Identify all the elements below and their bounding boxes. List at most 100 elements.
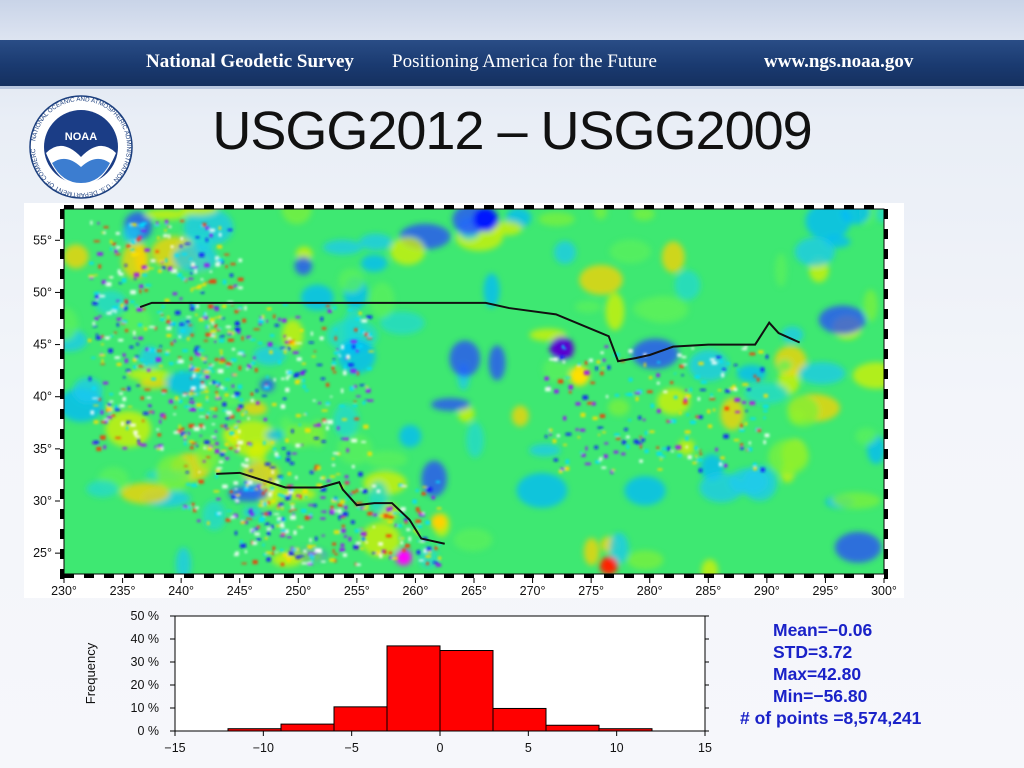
field-noise xyxy=(175,310,181,315)
field-noise xyxy=(417,511,423,514)
field-noise xyxy=(252,560,258,565)
field-noise xyxy=(211,423,215,426)
field-noise xyxy=(156,349,162,352)
field-noise xyxy=(301,362,306,365)
field-noise xyxy=(747,447,753,452)
field-noise xyxy=(331,361,337,365)
field-noise xyxy=(231,304,234,307)
field-noise xyxy=(314,548,320,553)
histogram: 0 % 10 % 20 % 30 % 40 % 50 % −15 −10 −5 0 5 10 15 Fre… xyxy=(83,609,712,755)
field-noise xyxy=(330,395,333,398)
field-noise xyxy=(167,225,171,228)
field-noise xyxy=(310,331,313,336)
field-noise xyxy=(101,359,104,363)
field-noise xyxy=(346,497,349,501)
field-noise xyxy=(229,331,235,336)
field-noise xyxy=(170,321,176,326)
frame-segment xyxy=(184,574,194,578)
field-noise xyxy=(350,340,357,344)
field-noise xyxy=(280,494,287,498)
field-noise xyxy=(694,445,698,450)
field-noise xyxy=(360,547,364,550)
field-noise xyxy=(270,486,275,491)
frame-segment xyxy=(364,574,374,578)
field-noise xyxy=(438,556,442,561)
field-noise xyxy=(224,442,229,447)
field-noise xyxy=(265,551,272,555)
field-noise xyxy=(196,403,202,407)
field-noise xyxy=(308,504,314,506)
field-blob xyxy=(215,396,241,407)
field-noise xyxy=(234,531,238,536)
field-noise xyxy=(611,468,615,472)
frame-segment xyxy=(284,574,294,578)
field-noise xyxy=(92,397,98,400)
field-blob xyxy=(529,443,561,457)
frame-segment xyxy=(104,205,114,209)
field-noise xyxy=(760,367,765,372)
field-noise xyxy=(97,252,103,256)
field-noise xyxy=(178,335,182,339)
field-noise xyxy=(604,345,609,348)
field-noise xyxy=(333,351,340,355)
field-noise xyxy=(663,390,668,394)
field-noise xyxy=(333,559,337,563)
field-noise xyxy=(126,426,129,430)
field-noise xyxy=(174,253,180,257)
field-noise xyxy=(225,265,228,269)
field-noise xyxy=(198,423,204,428)
field-noise xyxy=(278,360,281,365)
frame-segment xyxy=(664,205,674,209)
field-noise xyxy=(404,520,408,524)
field-noise xyxy=(582,395,589,400)
field-noise xyxy=(350,368,357,373)
mexico-border xyxy=(216,471,445,545)
field-noise xyxy=(124,299,128,304)
field-noise xyxy=(303,413,306,416)
field-noise xyxy=(626,435,630,439)
field-noise xyxy=(120,322,126,325)
noaa-logo: NATIONAL OCEANIC AND ATMOSPHERIC ADMINIS… xyxy=(22,95,133,199)
field-noise xyxy=(679,411,682,415)
field-noise xyxy=(147,368,151,372)
field-noise xyxy=(137,442,142,446)
field-noise xyxy=(108,348,113,353)
frame-segment xyxy=(60,409,64,419)
field-noise xyxy=(270,479,277,482)
field-noise xyxy=(123,376,126,379)
field-noise xyxy=(353,544,359,550)
field-noise xyxy=(210,363,215,366)
field-noise xyxy=(321,476,326,480)
field-noise xyxy=(207,446,213,451)
histogram-bar xyxy=(280,723,335,732)
field-blob xyxy=(359,233,393,251)
field-noise xyxy=(98,264,102,269)
field-noise xyxy=(334,328,338,331)
field-noise xyxy=(718,360,723,363)
field-noise xyxy=(599,414,606,418)
field-noise xyxy=(137,438,140,443)
field-noise xyxy=(697,397,701,401)
field-blob xyxy=(736,364,767,383)
field-noise xyxy=(182,505,188,509)
frame-segment xyxy=(444,205,454,209)
field-blob xyxy=(449,340,481,377)
field-noise xyxy=(259,316,263,320)
field-noise xyxy=(368,332,372,338)
field-noise xyxy=(226,362,232,366)
field-noise xyxy=(98,315,102,318)
field-noise xyxy=(216,467,223,470)
field-noise xyxy=(280,404,286,409)
frame-segment xyxy=(884,489,888,499)
field-noise xyxy=(87,338,92,343)
field-noise xyxy=(240,543,247,548)
frame-segment xyxy=(364,205,374,209)
field-noise xyxy=(273,447,277,451)
field-noise xyxy=(323,510,327,514)
field-noise xyxy=(143,362,148,365)
field-noise xyxy=(432,561,439,564)
field-noise xyxy=(417,525,423,528)
field-noise xyxy=(752,462,757,467)
frame-segment xyxy=(784,205,794,209)
field-noise xyxy=(195,367,201,370)
